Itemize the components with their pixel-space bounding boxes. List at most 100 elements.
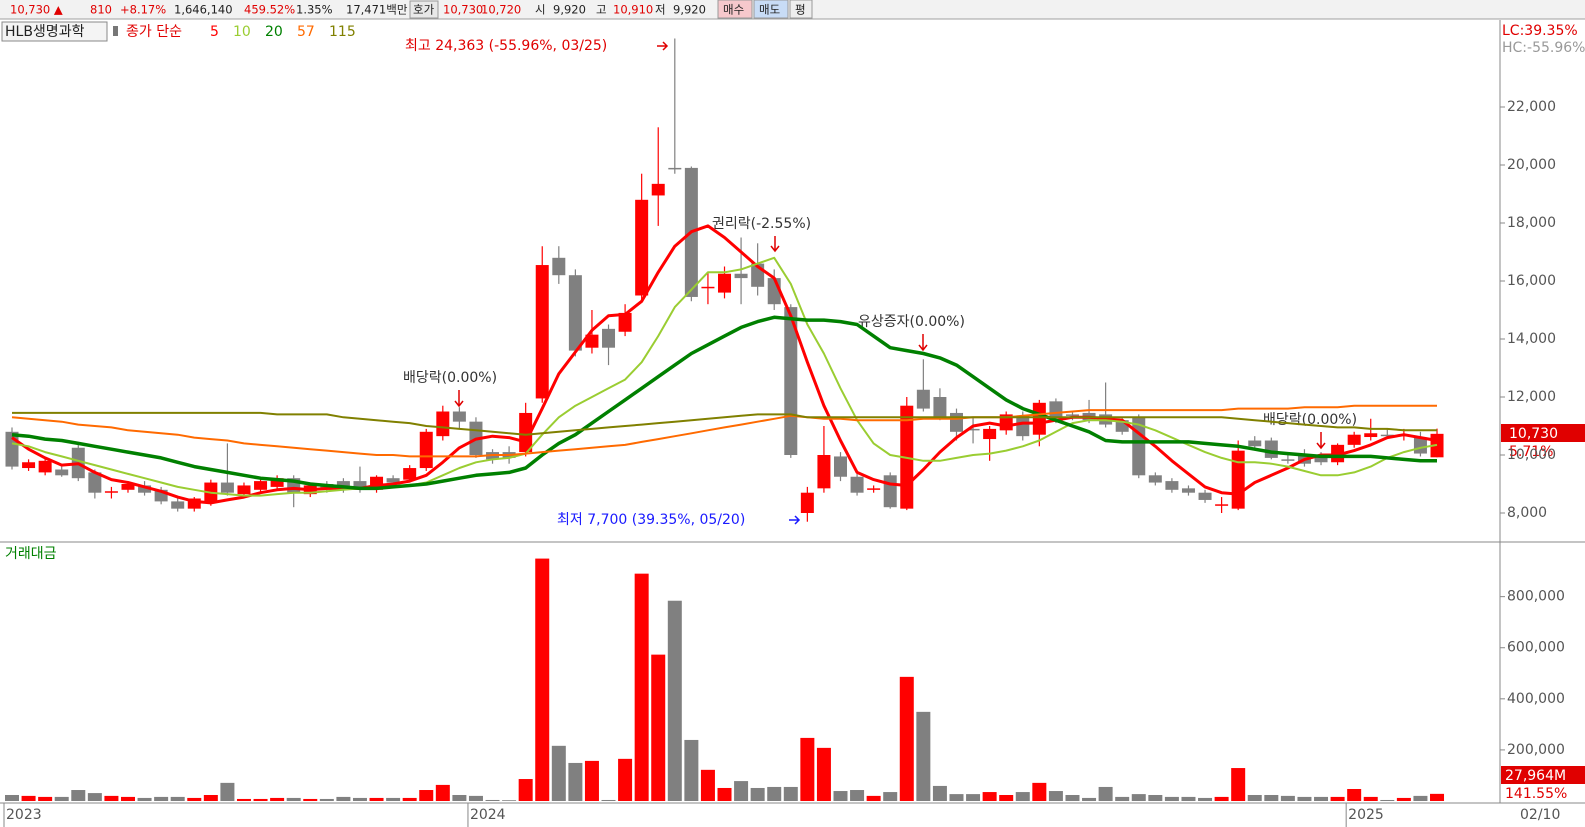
volume-bar <box>170 796 185 801</box>
volume-bar <box>21 795 36 801</box>
volume-bar <box>1297 796 1312 801</box>
volume-bar <box>568 762 583 801</box>
x-tick-label: 2023 <box>6 807 42 823</box>
ask-label: 호가 <box>413 3 435 17</box>
candle-body <box>651 183 665 196</box>
candle-body <box>419 431 433 469</box>
volume-bar <box>104 795 119 801</box>
volume-bar <box>270 797 285 801</box>
legend-entry: 5 <box>210 24 219 40</box>
legend-icon <box>113 26 118 36</box>
last-date: 02/10 <box>1520 807 1560 823</box>
candle-body <box>867 488 881 490</box>
annotation-arrow <box>454 390 464 408</box>
candle-body <box>1032 402 1046 435</box>
candle-body <box>22 462 36 469</box>
candle-body <box>386 478 400 483</box>
low: 9,920 <box>673 3 706 17</box>
volume-bar <box>386 797 401 801</box>
volume-bar <box>1148 794 1163 801</box>
volume-bar <box>750 787 765 801</box>
volume-bar <box>1082 797 1097 801</box>
volume-bar <box>833 791 848 801</box>
annotation-arrow <box>657 41 669 51</box>
candle-body <box>1181 488 1195 493</box>
last-price: 10,730 <box>1509 426 1558 442</box>
candle-body <box>535 265 549 399</box>
volume-bar <box>286 797 301 801</box>
ma-line <box>11 404 1437 458</box>
volume-bar <box>932 785 947 801</box>
volume-bar <box>5 794 19 801</box>
candle-body <box>635 199 649 296</box>
candle-body <box>353 481 367 490</box>
candle-body <box>1215 504 1229 506</box>
buy-button[interactable]: 매수 <box>723 3 744 17</box>
stock-name-box[interactable] <box>1 21 108 42</box>
annotation: 최저 7,700 (39.35%, 05/20) <box>557 512 745 528</box>
volume-bar <box>38 796 53 801</box>
volume-bar <box>1247 794 1262 801</box>
lc-label: LC:39.35% <box>1502 23 1578 39</box>
volume-bar <box>767 786 782 801</box>
volume-bar <box>1380 799 1395 801</box>
y-tick-label: 200,000 <box>1507 742 1565 758</box>
last-volume-ratio: 141.55% <box>1505 786 1567 802</box>
y-tick-label: 800,000 <box>1507 589 1565 605</box>
candle-body <box>452 411 466 422</box>
candle-body <box>966 428 980 431</box>
stock-name[interactable]: HLB생명과학 <box>5 24 85 40</box>
volume-bar <box>535 558 550 801</box>
volume-bar <box>203 794 218 801</box>
candle-body <box>88 472 102 493</box>
candle-body <box>718 273 732 293</box>
buy-button-bg[interactable] <box>717 0 753 19</box>
volume-bar <box>1065 794 1080 801</box>
candle-body <box>220 482 234 493</box>
volume-bar <box>1231 768 1246 801</box>
volume-bar <box>452 794 467 801</box>
annotation-arrow <box>1316 432 1326 450</box>
x-tick-label: 2024 <box>470 807 506 823</box>
ask-label-box <box>409 0 439 19</box>
volume-bar <box>850 790 865 801</box>
annotation-arrow <box>789 515 801 525</box>
sell-button-bg[interactable] <box>753 0 789 19</box>
candle-body <box>701 286 715 289</box>
price: 10,730 ▲ <box>10 3 63 17</box>
candle-body <box>38 460 52 473</box>
candle-body <box>618 312 632 332</box>
volume-bar <box>783 786 798 801</box>
candle-body <box>933 397 947 418</box>
x-tick-label: 2025 <box>1348 807 1384 823</box>
sell-button[interactable]: 매도 <box>759 3 780 17</box>
volume: 1,646,140 <box>174 3 233 17</box>
candle-body <box>1248 440 1262 447</box>
annotation: 유상증자(0.00%) <box>858 314 965 330</box>
volume-bar <box>253 798 268 801</box>
candle-body <box>983 428 997 440</box>
candle-body <box>5 431 19 467</box>
eval-button[interactable]: 평 <box>795 3 806 17</box>
volume-bar <box>1396 797 1411 801</box>
candle-body <box>187 498 201 509</box>
volume-bar <box>684 739 699 801</box>
candle-body <box>55 469 69 476</box>
y-tick-label: 10,000 <box>1507 447 1556 463</box>
candle-body <box>1364 433 1378 438</box>
candle-body <box>154 489 168 502</box>
candle-body <box>121 484 135 490</box>
candle-body <box>104 491 118 493</box>
annotation: 배당락(0.00%) <box>1263 412 1357 428</box>
toolbar: 10,730 ▲ 810 +8.17% 1,646,140 459.52% 1.… <box>0 0 1585 20</box>
volume-bar <box>137 797 152 801</box>
y-tick-label: 12,000 <box>1507 389 1556 405</box>
volume-bar <box>402 797 417 801</box>
volume-ratio: 459.52% <box>244 3 295 17</box>
open-label: 시 <box>535 3 546 17</box>
candle-body <box>1016 415 1030 437</box>
amount: 17,471백만 <box>346 3 408 17</box>
ma-line <box>11 315 1437 491</box>
candle-body <box>784 307 798 455</box>
eval-button-bg[interactable] <box>789 0 813 19</box>
